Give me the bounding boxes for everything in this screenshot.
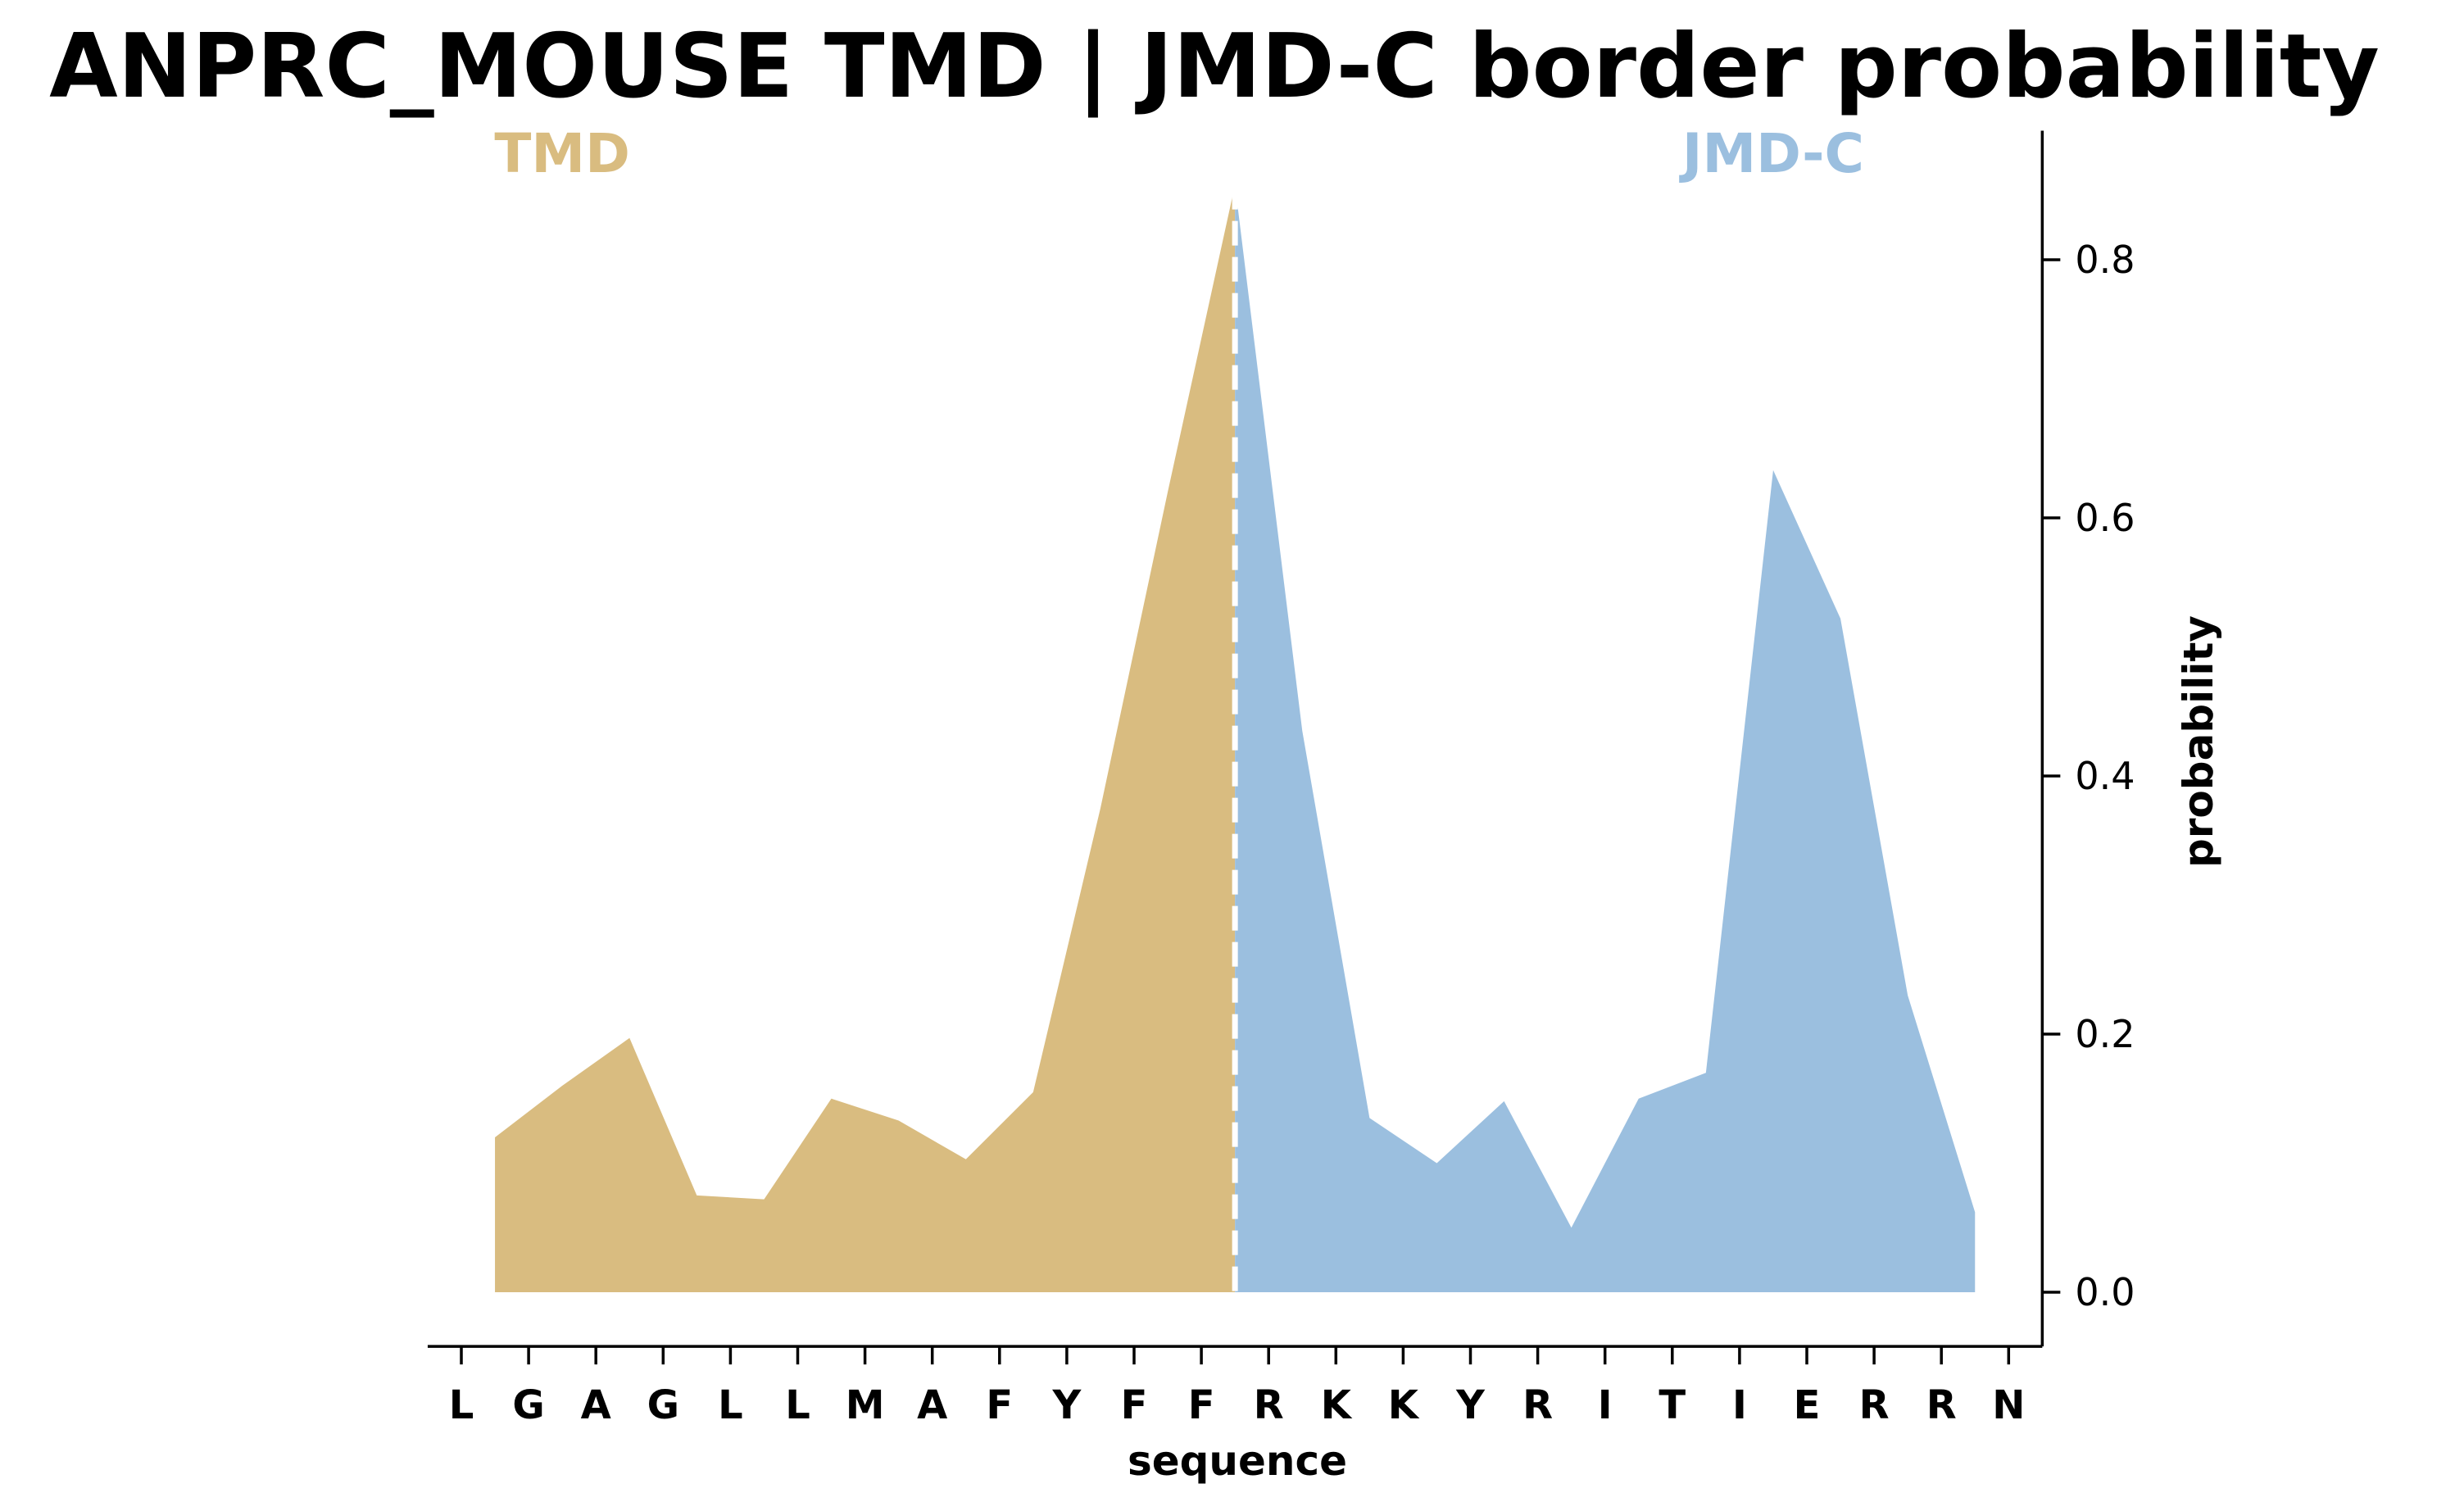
x-tick-label: K bbox=[1388, 1382, 1420, 1428]
x-tick-label: K bbox=[1321, 1382, 1353, 1428]
y-axis-label: probability bbox=[2175, 615, 2222, 868]
area-series-group bbox=[495, 184, 1976, 1292]
x-tick-label: F bbox=[1188, 1382, 1215, 1428]
x-tick-label: F bbox=[986, 1382, 1013, 1428]
y-tick-label: 0.2 bbox=[2075, 1012, 2135, 1056]
region-label-jmd-c: JMD-C bbox=[1679, 122, 1864, 185]
x-tick-label: E bbox=[1794, 1382, 1821, 1428]
x-tick-label: A bbox=[581, 1382, 611, 1428]
x-tick-label: T bbox=[1659, 1382, 1686, 1428]
x-axis-label: sequence bbox=[1128, 1437, 1347, 1485]
y-tick-label: 0.6 bbox=[2075, 496, 2135, 540]
x-tick-label: G bbox=[512, 1382, 544, 1428]
x-tick-label: A bbox=[917, 1382, 947, 1428]
x-tick-label: R bbox=[1926, 1382, 1957, 1428]
region-label-tmd: TMD bbox=[494, 122, 629, 185]
x-tick-label: N bbox=[1992, 1382, 2025, 1428]
y-tick-label: 0.0 bbox=[2075, 1270, 2135, 1314]
x-tick-label: L bbox=[785, 1382, 810, 1428]
x-tick-label: R bbox=[1859, 1382, 1890, 1428]
x-tick-label: L bbox=[449, 1382, 474, 1428]
area-jmd-c bbox=[1235, 184, 1976, 1292]
x-tick-label: Y bbox=[1052, 1382, 1082, 1428]
y-tick-label: 0.8 bbox=[2075, 238, 2135, 282]
x-tick-label: G bbox=[647, 1382, 679, 1428]
x-tick-label: I bbox=[1732, 1382, 1747, 1428]
x-tick-label: I bbox=[1598, 1382, 1613, 1428]
x-tick-label: R bbox=[1254, 1382, 1284, 1428]
y-tick-label: 0.4 bbox=[2075, 754, 2135, 798]
chart-title: ANPRC_MOUSE TMD | JMD-C border probabili… bbox=[49, 16, 2380, 118]
y-tick-group: 0.0 0.2 0.4 0.6 0.8 bbox=[2042, 238, 2135, 1314]
area-tmd bbox=[495, 184, 1236, 1292]
x-tick-label: Y bbox=[1455, 1382, 1486, 1428]
x-tick-label: R bbox=[1522, 1382, 1553, 1428]
x-tick-label: L bbox=[718, 1382, 743, 1428]
x-tick-label: M bbox=[846, 1382, 885, 1428]
x-tick-label: F bbox=[1121, 1382, 1148, 1428]
